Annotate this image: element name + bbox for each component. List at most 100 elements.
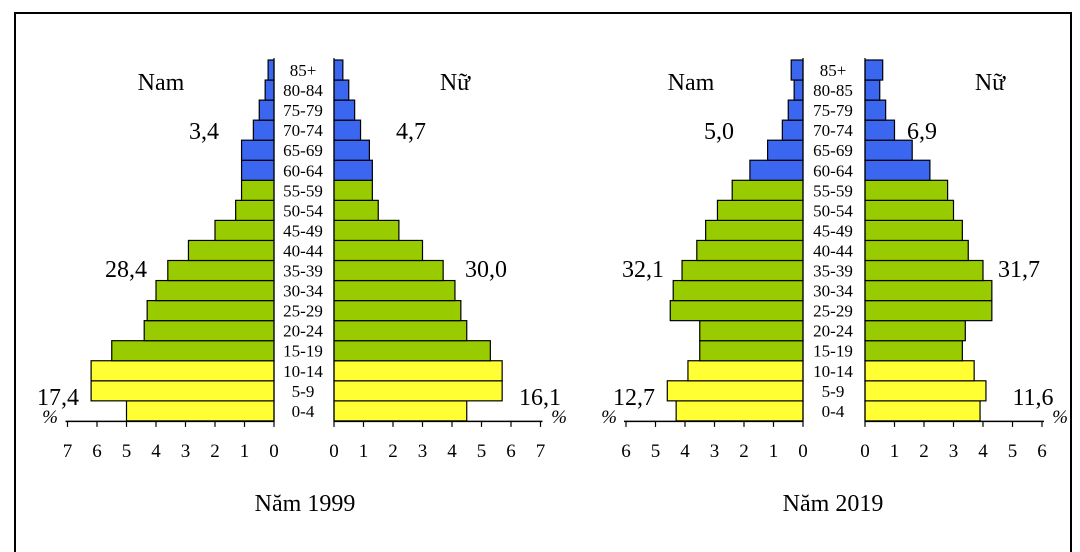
chart1-female-tick-label: 7 <box>536 441 546 462</box>
chart1-age-label: 80-84 <box>283 81 323 100</box>
chart2-male-bar-70-74 <box>781 119 804 141</box>
chart2-male-bar-15-19 <box>699 340 804 362</box>
chart2-female-bar-0-4 <box>864 400 981 422</box>
chart2-female-bar-65-69 <box>864 139 913 161</box>
chart1-female-tick-label: 4 <box>447 441 457 462</box>
chart1-age-label: 65-69 <box>283 141 323 160</box>
chart2-age-label: 5-9 <box>822 382 845 401</box>
chart1-male-bar-60-64 <box>240 159 275 181</box>
chart2-male-bar-0-4 <box>675 400 804 422</box>
chart2-male-label: Nam <box>668 70 715 96</box>
chart2-female-bar-70-74 <box>864 119 896 141</box>
chart2-female-bar-50-54 <box>864 199 955 222</box>
chart1-female-tick-label: 5 <box>477 441 487 462</box>
chart1-female-bar-5-9 <box>333 380 503 402</box>
chart1-female-tick-label: 0 <box>329 441 339 462</box>
chart1-annotation-male-working: 28,4 <box>105 257 147 283</box>
chart2-male-tick-label: 3 <box>710 441 720 462</box>
chart2-male-tick-label: 2 <box>739 441 749 462</box>
chart1-female-bar-50-54 <box>333 199 379 222</box>
chart2-female-bar-75-79 <box>864 99 887 121</box>
chart2-female-bar-35-39 <box>864 259 984 282</box>
chart1-male-bar-35-39 <box>167 259 275 282</box>
chart1-female-bar-25-29 <box>333 300 462 322</box>
chart1-age-label: 15-19 <box>283 342 323 361</box>
chart1-male-bar-5-9 <box>90 380 275 402</box>
chart1-male-tick-label: 6 <box>92 441 102 462</box>
chart2-female-bar-20-24 <box>864 320 966 342</box>
chart1-female-tick-label: 2 <box>388 441 398 462</box>
chart1-male-bar-75-79 <box>258 99 275 121</box>
chart1-female-label: Nữ <box>440 70 471 96</box>
chart1-age-label: 70-74 <box>283 121 323 140</box>
chart1-male-bar-85+ <box>267 59 275 81</box>
chart2-male-tick-label: 6 <box>621 441 631 462</box>
chart2-age-label: 45-49 <box>813 221 853 240</box>
chart1-annotation-female-elderly: 4,7 <box>396 119 426 145</box>
chart2-male-bar-30-34 <box>672 279 804 302</box>
chart2-female-bar-40-44 <box>864 239 969 262</box>
chart2-female-bar-25-29 <box>864 300 993 322</box>
chart1-male-bar-55-59 <box>240 179 275 201</box>
chart1-age-label: 45-49 <box>283 221 323 240</box>
chart2-age-label: 20-24 <box>813 322 853 341</box>
figure-frame <box>14 12 1072 552</box>
chart1-age-label: 60-64 <box>283 161 323 180</box>
chart2-annotation-male-working: 32,1 <box>622 257 664 283</box>
chart2-male-tick-label: 5 <box>651 441 661 462</box>
chart1-female-bar-20-24 <box>333 320 468 342</box>
chart2-male-bar-35-39 <box>681 259 804 282</box>
chart1-age-label: 40-44 <box>283 241 323 260</box>
chart1-female-bar-35-39 <box>333 259 444 282</box>
chart2-annotation-male-young: 12,7 <box>613 385 655 411</box>
chart2-annotation-female-working: 31,7 <box>998 257 1040 283</box>
chart2-age-label: 50-54 <box>813 201 853 220</box>
chart1-male-bar-20-24 <box>143 320 275 342</box>
chart2-female-bar-85+ <box>864 59 884 81</box>
chart1-female-tick-label: 3 <box>418 441 428 462</box>
chart2-age-label: 25-29 <box>813 302 853 321</box>
chart1-female-bar-45-49 <box>333 219 400 242</box>
chart2-age-label: 0-4 <box>822 402 845 421</box>
chart2-male-bar-50-54 <box>716 199 804 222</box>
chart1-male-bar-0-4 <box>125 400 275 422</box>
chart1-male-tick-label: 0 <box>269 441 279 462</box>
chart1-female-tick-label: 6 <box>506 441 516 462</box>
chart1-male-bar-25-29 <box>146 300 275 322</box>
chart1-female-bar-15-19 <box>333 340 491 362</box>
chart2-female-label: Nữ <box>975 70 1006 96</box>
chart1-age-label: 25-29 <box>283 302 323 321</box>
chart2-male-bar-45-49 <box>705 219 804 242</box>
chart1-annotation-female-young: 16,1 <box>519 385 561 411</box>
chart2-age-label: 10-14 <box>813 362 853 381</box>
chart1-male-bar-10-14 <box>90 360 275 382</box>
chart1-female-bar-40-44 <box>333 239 424 262</box>
chart2-male-bar-85+ <box>790 59 804 81</box>
chart2-male-bar-75-79 <box>787 99 804 121</box>
chart2-female-unit-label: % <box>1052 407 1068 428</box>
chart2-female-tick-label: 6 <box>1037 441 1047 462</box>
chart1-male-tick-label: 4 <box>151 441 161 462</box>
chart1-male-unit-label: % <box>42 407 58 428</box>
chart2-age-label: 70-74 <box>813 121 853 140</box>
chart1-female-bar-0-4 <box>333 400 468 422</box>
chart2-female-tick-label: 3 <box>949 441 959 462</box>
chart2-age-label: 75-79 <box>813 101 853 120</box>
chart1-age-label: 85+ <box>290 61 317 80</box>
chart2-female-tick-label: 2 <box>919 441 929 462</box>
chart2-female-bar-15-19 <box>864 340 963 362</box>
chart1-age-label: 75-79 <box>283 101 323 120</box>
chart2-male-bar-60-64 <box>749 159 804 181</box>
chart1-male-tick-label: 3 <box>181 441 191 462</box>
chart2-age-label: 80-85 <box>813 81 853 100</box>
chart2-female-bar-5-9 <box>864 380 987 402</box>
chart1-annotation-male-elderly: 3,4 <box>189 119 219 145</box>
chart1-age-label: 50-54 <box>283 201 323 220</box>
chart1-male-bar-15-19 <box>111 340 275 362</box>
chart2-female-tick-label: 4 <box>978 441 988 462</box>
chart1-female-bar-55-59 <box>333 179 373 201</box>
chart1-female-bar-10-14 <box>333 360 503 382</box>
chart2-age-label: 55-59 <box>813 181 853 200</box>
chart2-age-label: 85+ <box>820 61 847 80</box>
